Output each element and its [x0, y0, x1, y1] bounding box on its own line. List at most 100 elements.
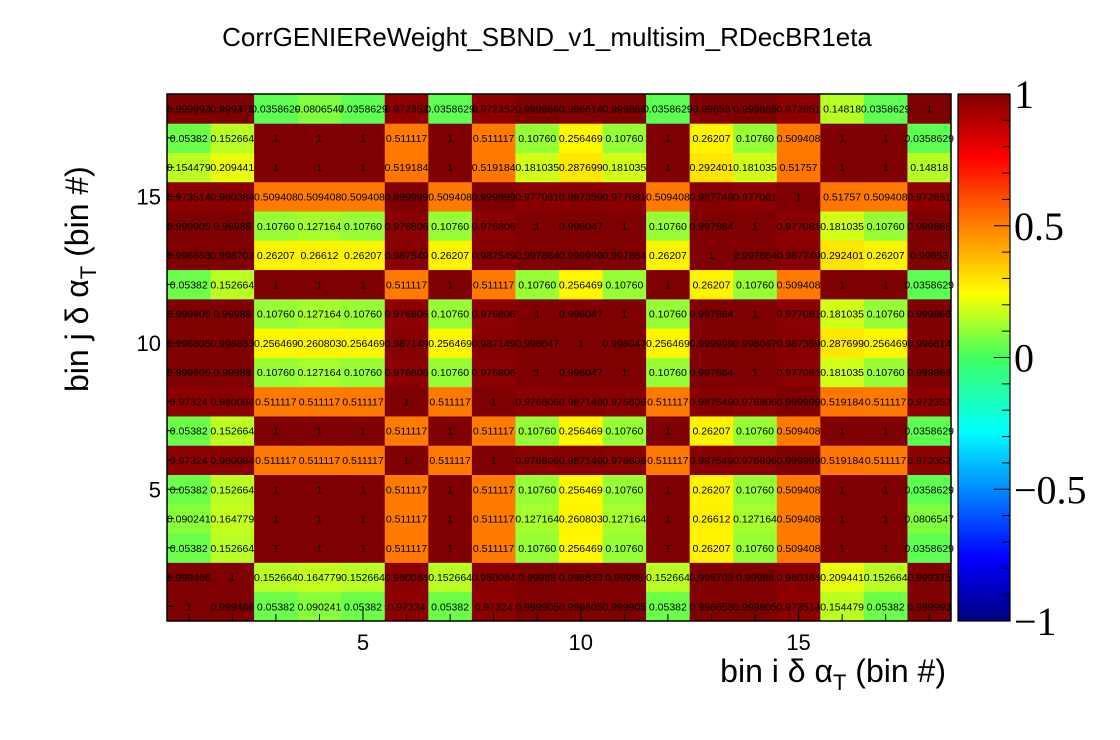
- cell-value-label: 0.0358629: [251, 104, 301, 116]
- cell-value-label: 1: [665, 426, 671, 438]
- cell-value-label: 0.976806: [385, 309, 429, 321]
- heatmap-cell: [515, 123, 560, 153]
- cell-value-label: 0.999999: [559, 250, 603, 262]
- heatmap-cell: [515, 357, 560, 388]
- cell-value-label: 1: [883, 279, 889, 291]
- heatmap-cell: [167, 357, 211, 388]
- cell-value-label: 0.05382: [170, 543, 208, 555]
- cell-value-label: 0.10760: [736, 279, 774, 291]
- cell-value-label: 0.509408: [298, 191, 342, 203]
- cell-value-label: 0.509408: [428, 191, 472, 203]
- cell-value-label: 0.998833: [210, 338, 254, 350]
- heatmap-cell: [602, 269, 647, 300]
- heatmap-cell: [689, 123, 734, 153]
- heatmap-cell: [602, 357, 647, 388]
- cell-value-label: 0.972651: [777, 104, 821, 116]
- cell-value-label: 0.997864: [690, 367, 734, 379]
- cell-value-label: 0.181035: [515, 162, 559, 174]
- heatmap-cell: [210, 386, 255, 417]
- heatmap-cell: [689, 357, 734, 388]
- cell-value-label: 0.976806: [515, 396, 559, 408]
- cell-value-label: 0.127164: [602, 514, 646, 526]
- heatmap-cell: [820, 533, 865, 563]
- cell-value-label: 0.14818: [823, 104, 861, 116]
- cell-value-label: 0.10760: [605, 543, 643, 555]
- heatmap-cell: [167, 298, 211, 329]
- cell-value-label: 0.152664: [428, 572, 472, 584]
- cell-value-label: 0.209441: [820, 572, 864, 584]
- cell-value-label: 0.511117: [429, 396, 471, 408]
- cell-value-label: 1: [926, 104, 932, 116]
- cell-value-label: 1: [317, 162, 323, 174]
- heatmap-cell: [254, 123, 299, 153]
- heatmap-cell: [863, 503, 908, 534]
- cell-value-label: 0.511117: [386, 543, 428, 555]
- heatmap-cell: [689, 562, 734, 593]
- cell-value-label: 0.10760: [518, 484, 556, 496]
- heatmap-cell: [602, 386, 647, 417]
- heatmap-cell: [733, 533, 778, 563]
- heatmap-cell: [428, 298, 473, 329]
- cell-value-label: 1: [839, 426, 845, 438]
- cell-value-label: 0.999905: [167, 309, 211, 321]
- cell-value-label: 0.977081: [515, 191, 559, 203]
- heatmap-cell: [733, 94, 778, 124]
- heatmap-cell: [776, 123, 821, 153]
- heatmap-cell: [471, 474, 516, 505]
- cell-value-label: 1: [839, 484, 845, 496]
- cell-value-label: 1: [709, 250, 715, 262]
- cell-value-label: 0.97324: [475, 601, 513, 613]
- heatmap-cell: [820, 386, 865, 417]
- cell-value-label: 0.987549: [690, 396, 734, 408]
- cell-value-label: 1: [317, 514, 323, 526]
- heatmap-cell: [689, 503, 734, 534]
- cell-value-label: 0.511117: [386, 426, 428, 438]
- cell-value-label: 0.256469: [428, 338, 472, 350]
- heatmap-cell: [341, 416, 386, 446]
- heatmap-cell: [515, 211, 560, 241]
- cell-value-label: 0.509408: [777, 279, 821, 291]
- chart-title: CorrGENIEReWeight_SBND_v1_multisim_RDecB…: [222, 22, 872, 52]
- heatmap-cell: [384, 474, 429, 505]
- cell-value-label: 0.999999: [385, 191, 429, 203]
- color-scale-tick-label: −0.5: [1014, 467, 1087, 512]
- cell-value-label: 0.05382: [257, 601, 295, 613]
- heatmap-cell: [254, 298, 299, 329]
- heatmap-cell: [776, 240, 821, 271]
- cell-value-label: 0.509408: [646, 191, 690, 203]
- cell-value-label: 1: [665, 543, 671, 555]
- cell-value-label: 0.511117: [255, 396, 297, 408]
- color-scale-tick-label: −1: [1014, 599, 1057, 644]
- heatmap-cell: [863, 181, 908, 212]
- cell-value-label: 0.287699: [820, 338, 864, 350]
- cell-value-label: 0.26207: [692, 279, 730, 291]
- heatmap-cell: [863, 211, 908, 241]
- heatmap-cell: [559, 123, 603, 153]
- heatmap-cell: [689, 94, 734, 124]
- cell-value-label: 0.0358629: [904, 484, 954, 496]
- cell-value-label: 0.127164: [733, 514, 777, 526]
- cell-value-label: 0.980084: [472, 572, 516, 584]
- heatmap-cell: [559, 94, 603, 124]
- cell-value-label: 0.05382: [170, 426, 208, 438]
- color-scale-tick-label: 0: [1014, 336, 1034, 381]
- cell-value-label: 0.511117: [647, 396, 689, 408]
- heatmap-cell: [254, 152, 299, 183]
- cell-value-label: 0.996805: [167, 338, 211, 350]
- heatmap-cell-labels: 1 0.999466 0.05382 0.090241 0.05382 0.97324 0.…: [167, 104, 954, 614]
- cell-value-label: 1: [273, 162, 279, 174]
- heatmap-cell: [428, 533, 473, 563]
- heatmap-cell: [602, 94, 647, 124]
- heatmap-cell: [733, 386, 778, 417]
- cell-value-label: 0.999905: [733, 601, 777, 613]
- y-tick-label: 10: [137, 331, 161, 356]
- cell-value-label: 0.996653: [690, 601, 734, 613]
- cell-value-label: 0.10760: [257, 309, 295, 321]
- cell-value-label: 0.256469: [646, 338, 690, 350]
- cell-value-label: 1: [883, 426, 889, 438]
- heatmap-cell: [559, 445, 603, 476]
- cell-value-label: 0.51757: [780, 162, 818, 174]
- heatmap-cell: [167, 123, 211, 153]
- cell-value-label: 0.0358629: [425, 104, 475, 116]
- cell-value-label: 0.999375: [907, 572, 951, 584]
